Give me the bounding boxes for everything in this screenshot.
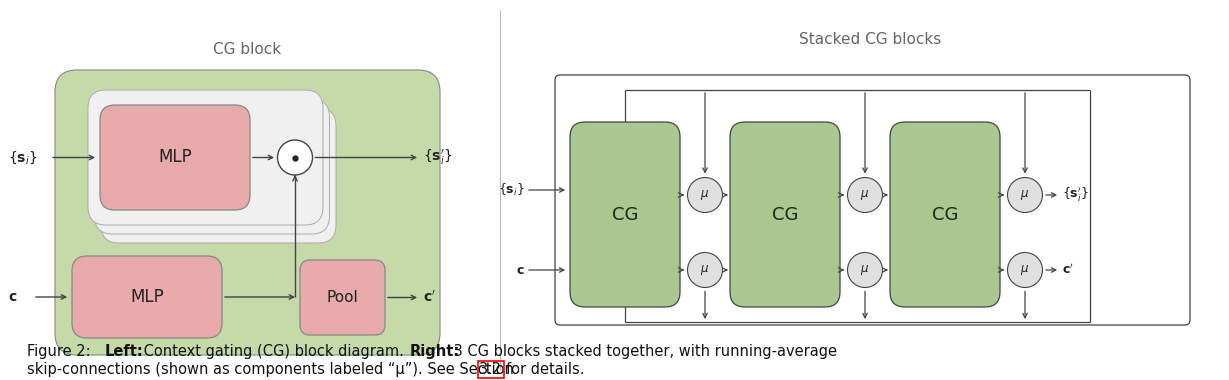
FancyBboxPatch shape xyxy=(55,70,440,355)
FancyBboxPatch shape xyxy=(570,122,680,307)
Text: MLP: MLP xyxy=(159,149,192,166)
Text: Figure 2:: Figure 2: xyxy=(27,344,96,359)
Text: $\mathbf{c}$: $\mathbf{c}$ xyxy=(516,263,525,277)
Circle shape xyxy=(848,177,882,212)
Text: $\mu$: $\mu$ xyxy=(860,263,870,277)
Text: 3 CG blocks stacked together, with running-average: 3 CG blocks stacked together, with runni… xyxy=(449,344,837,359)
FancyBboxPatch shape xyxy=(73,256,222,338)
Text: $\mathbf{c}'$: $\mathbf{c}'$ xyxy=(1062,263,1074,277)
Circle shape xyxy=(1008,177,1042,212)
Text: $\mu$: $\mu$ xyxy=(860,188,870,202)
Text: skip-connections (shown as components labeled “μ”). See Section: skip-connections (shown as components la… xyxy=(27,362,519,377)
Text: 3.2: 3.2 xyxy=(479,362,503,377)
Text: $\mu$: $\mu$ xyxy=(1020,188,1030,202)
Circle shape xyxy=(848,252,882,288)
Text: $\mathbf{c}$: $\mathbf{c}$ xyxy=(9,290,17,304)
Circle shape xyxy=(687,252,723,288)
Text: CG: CG xyxy=(932,206,959,223)
FancyBboxPatch shape xyxy=(730,122,839,307)
Text: for details.: for details. xyxy=(506,362,585,377)
FancyBboxPatch shape xyxy=(101,108,336,243)
Text: Pool: Pool xyxy=(327,290,359,305)
Circle shape xyxy=(1008,252,1042,288)
Text: CG: CG xyxy=(612,206,638,223)
Text: $\mathbf{c}'$: $\mathbf{c}'$ xyxy=(423,290,436,305)
Text: $\mu$: $\mu$ xyxy=(701,263,709,277)
Text: Right:: Right: xyxy=(409,344,460,359)
Text: CG block: CG block xyxy=(213,43,281,57)
Text: Context gating (CG) block diagram.: Context gating (CG) block diagram. xyxy=(139,344,413,359)
Circle shape xyxy=(278,140,312,175)
FancyBboxPatch shape xyxy=(890,122,1000,307)
Text: Left:: Left: xyxy=(104,344,144,359)
Text: $\mu$: $\mu$ xyxy=(1020,263,1030,277)
Circle shape xyxy=(687,177,723,212)
Text: MLP: MLP xyxy=(130,288,163,306)
FancyBboxPatch shape xyxy=(88,90,323,225)
Text: $\{$s$_i\}$: $\{$s$_i\}$ xyxy=(498,182,525,198)
Text: $\mu$: $\mu$ xyxy=(701,188,709,202)
FancyBboxPatch shape xyxy=(100,105,249,210)
Text: Stacked CG blocks: Stacked CG blocks xyxy=(799,33,941,48)
FancyBboxPatch shape xyxy=(300,260,385,335)
FancyBboxPatch shape xyxy=(95,99,329,234)
Text: $\{$s$_i'\}$: $\{$s$_i'\}$ xyxy=(423,148,452,167)
Text: CG: CG xyxy=(772,206,798,223)
Text: $\{$s$_i'\}$: $\{$s$_i'\}$ xyxy=(1062,186,1089,204)
Text: $\{$s$_i\}$: $\{$s$_i\}$ xyxy=(9,149,37,166)
